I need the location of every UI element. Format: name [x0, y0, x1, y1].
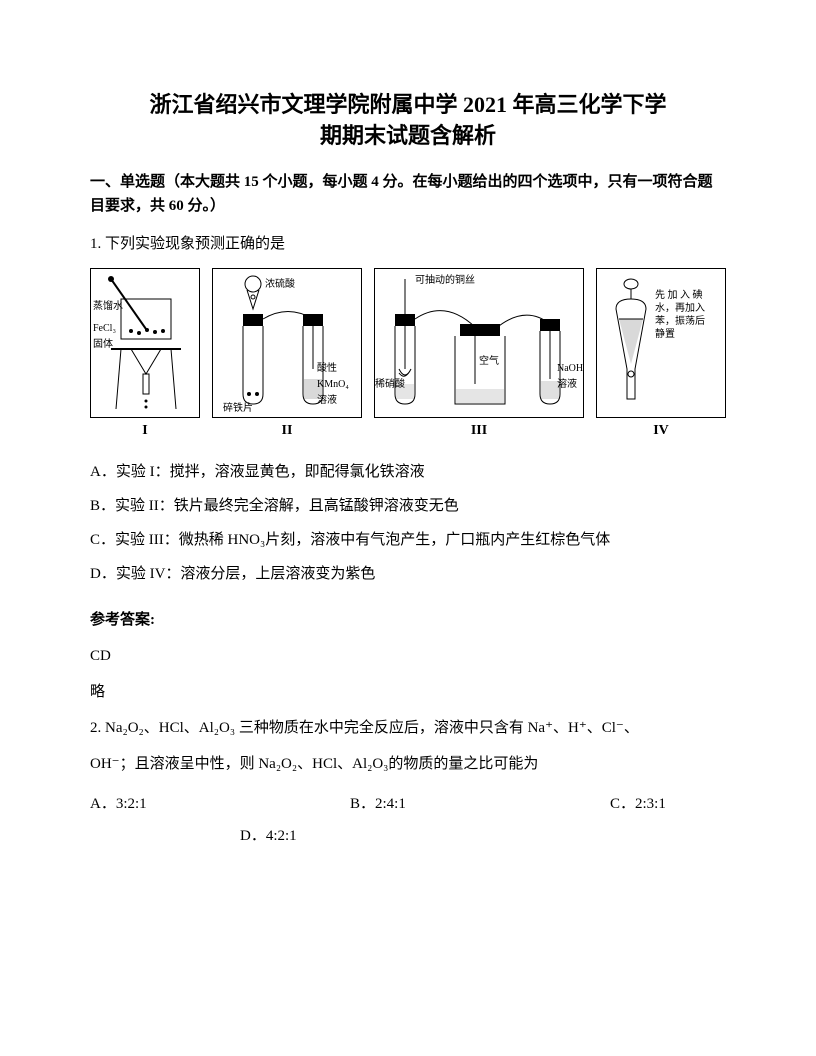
label-cu-wire: 可抽动的铜丝 [415, 273, 475, 289]
q1-option-c: C．实验 III：微热稀 HNO₃片刻，溶液中有气泡产生，广口瓶内产生红棕色气体 [90, 528, 726, 552]
label-hno3: 稀硝酸 [375, 377, 405, 393]
roman-2: II [212, 420, 362, 442]
q1-option-a: A．实验 I：搅拌，溶液显黄色，即配得氯化铁溶液 [90, 460, 726, 484]
answer-label: 参考答案: [90, 608, 726, 632]
experiment-diagrams: 蒸馏水 FeCl₃ 固体 I [90, 268, 726, 442]
title-line2: 期期末试题含解析 [90, 121, 726, 152]
diagram-3-wrap: 可抽动的铜丝 稀硝酸 空气 NaOH 溶液 III [374, 268, 584, 442]
q2-stem-p1: 2. Na₂O₂、HCl、Al₂O₃ 三种物质在水中完全反应后，溶液中只含有 N… [90, 716, 726, 740]
q2-option-d: D．4:2:1 [90, 824, 390, 848]
q2-stem-p2: OH⁻；且溶液呈中性，则 Na₂O₂、HCl、Al₂O₃的物质的量之比可能为 [90, 752, 726, 776]
label-kmno4: 酸性 KMnO₄ 溶液 [317, 361, 349, 409]
label-h2so4: 浓硫酸 [265, 277, 295, 293]
diagram-3: 可抽动的铜丝 稀硝酸 空气 NaOH 溶液 [374, 268, 584, 418]
q1-explain: 略 [90, 680, 726, 704]
title-line1: 浙江省绍兴市文理学院附属中学 2021 年高三化学下学 [90, 90, 726, 121]
diagram-1-wrap: 蒸馏水 FeCl₃ 固体 I [90, 268, 200, 442]
label-fecl3: FeCl₃ 固体 [93, 321, 116, 353]
q1-option-d: D．实验 IV：溶液分层，上层溶液变为紫色 [90, 562, 726, 586]
roman-1: I [90, 420, 200, 442]
roman-4: IV [596, 420, 726, 442]
q2-option-c: C．2:3:1 [610, 792, 710, 816]
diagram-4: 先 加 入 碘 水，再加入 苯，振荡后 静置 [596, 268, 726, 418]
roman-3: III [374, 420, 584, 442]
label-naoh: NaOH 溶液 [557, 361, 583, 393]
q1-answer: CD [90, 644, 726, 668]
label-air: 空气 [479, 354, 499, 370]
q1-option-b: B．实验 II：铁片最终完全溶解，且高锰酸钾溶液变无色 [90, 494, 726, 518]
q1-stem: 1. 下列实验现象预测正确的是 [90, 232, 726, 256]
q2-options: A．3:2:1 B．2:4:1 C．2:3:1 D．4:2:1 [90, 792, 726, 848]
diagram-2-wrap: 浓硫酸 碎铁片 酸性 KMnO₄ 溶液 II [212, 268, 362, 442]
label-water: 蒸馏水 [93, 299, 123, 315]
label-iron: 碎铁片 [223, 401, 253, 417]
diagram-2: 浓硫酸 碎铁片 酸性 KMnO₄ 溶液 [212, 268, 362, 418]
section-1-heading: 一、单选题（本大题共 15 个小题，每小题 4 分。在每小题给出的四个选项中，只… [90, 170, 726, 218]
label-iodine: 先 加 入 碘 水，再加入 苯，振荡后 静置 [655, 289, 705, 341]
diagram-1: 蒸馏水 FeCl₃ 固体 [90, 268, 200, 418]
diagram-4-wrap: 先 加 入 碘 水，再加入 苯，振荡后 静置 IV [596, 268, 726, 442]
q2-option-b: B．2:4:1 [350, 792, 610, 816]
q2-option-a: A．3:2:1 [90, 792, 350, 816]
